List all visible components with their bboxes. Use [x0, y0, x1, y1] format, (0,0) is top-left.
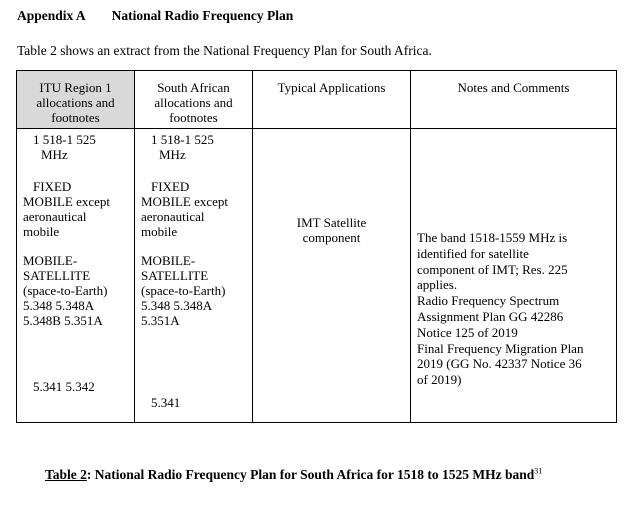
sa-mobile-satellite: MOBILE- SATELLITE (space-to-Earth) 5.348… [141, 253, 250, 328]
typical-application: IMT Satellite component [253, 215, 410, 245]
notes-text: The band 1518-1559 MHz is identified for… [417, 230, 612, 388]
header-line: South African [157, 80, 230, 95]
band-range: 1 518-1 525 [33, 132, 96, 147]
allocation-line: 5.351A [141, 313, 180, 328]
applications-cell: IMT Satellite component [252, 128, 411, 423]
appendix-label: Appendix A [17, 8, 86, 23]
itu-allocations: FIXED MOBILE except aeronautical mobile [23, 179, 132, 239]
header-line: ITU Region 1 [39, 80, 112, 95]
allocation-line: SATELLITE [141, 268, 209, 283]
header-notes-comments: Notes and Comments [410, 70, 617, 129]
caption-label: Table 2 [45, 467, 87, 482]
application-line: IMT Satellite [296, 215, 367, 230]
sa-allocations-cell: 1 518-1 525 MHz FIXED MOBILE except aero… [134, 128, 253, 423]
allocation-line: 5.348 5.348A [23, 298, 95, 313]
sa-allocations: FIXED MOBILE except aeronautical mobile [141, 179, 250, 239]
header-line: allocations and [36, 95, 115, 110]
allocation-line: SATELLITE [23, 268, 91, 283]
caption-text: : National Radio Frequency Plan for Sout… [86, 467, 535, 482]
application-line: component [302, 230, 361, 245]
header-line: footnotes [169, 110, 218, 125]
allocation-line: MOBILE- [23, 253, 78, 268]
header-line: allocations and [154, 95, 233, 110]
allocation-line: 5.348 5.348A [141, 298, 213, 313]
allocation-fixed: FIXED [33, 179, 72, 194]
itu-allocations-cell: 1 518-1 525 MHz FIXED MOBILE except aero… [16, 128, 135, 423]
notes-line: Notice 125 of 2019 [417, 324, 518, 340]
table-caption: Table 2: National Radio Frequency Plan f… [45, 467, 542, 483]
allocation-line: MOBILE- [141, 253, 196, 268]
band-range: 1 518-1 525 [151, 132, 214, 147]
notes-line: component of IMT; Res. 225 [417, 261, 568, 277]
band-unit: MHz [41, 147, 68, 162]
itu-mobile-satellite: MOBILE- SATELLITE (space-to-Earth) 5.348… [23, 253, 132, 328]
allocation-fixed: FIXED [151, 179, 190, 194]
appendix-heading: Appendix A National Radio Frequency Plan [17, 8, 293, 24]
notes-line: The band 1518-1559 MHz is [417, 230, 568, 245]
notes-line: 2019 (GG No. 42337 Notice 36 [417, 356, 582, 372]
allocation-mobile: aeronautical [141, 209, 205, 224]
allocation-mobile: mobile [141, 224, 178, 239]
band-unit: MHz [159, 147, 186, 162]
intro-paragraph: Table 2 shows an extract from the Nation… [17, 43, 432, 58]
caption-footnote-ref: 31 [534, 466, 543, 476]
allocation-line: 5.348B 5.351A [23, 313, 103, 328]
allocation-mobile: MOBILE except [23, 194, 111, 209]
notes-line: Assignment Plan GG 42286 [417, 308, 564, 324]
frequency-plan-table: ITU Region 1 allocations and footnotes S… [16, 70, 617, 423]
notes-line: Final Frequency Migration Plan [417, 340, 584, 356]
header-line: footnotes [51, 110, 100, 125]
notes-line: of 2019) [417, 372, 462, 388]
itu-band: 1 518-1 525 MHz [23, 132, 132, 162]
notes-line: applies. [417, 277, 458, 293]
allocation-mobile: mobile [23, 224, 60, 239]
allocation-mobile: aeronautical [23, 209, 87, 224]
notes-line: identified for satellite [417, 245, 529, 261]
notes-cell: The band 1518-1559 MHz is identified for… [410, 128, 617, 423]
header-south-african: South African allocations and footnotes [134, 70, 253, 129]
header-line: Notes and Comments [457, 80, 570, 95]
notes-line: Radio Frequency Spectrum [417, 293, 560, 309]
table-row: 1 518-1 525 MHz FIXED MOBILE except aero… [16, 128, 617, 423]
appendix-title: National Radio Frequency Plan [111, 8, 294, 23]
table-header-row: ITU Region 1 allocations and footnotes S… [16, 70, 617, 129]
sa-footnote: 5.341 [151, 395, 181, 410]
allocation-line: (space-to-Earth) [141, 283, 226, 298]
allocation-mobile: MOBILE except [141, 194, 229, 209]
header-itu-region: ITU Region 1 allocations and footnotes [16, 70, 135, 129]
itu-footnote: 5.341 5.342 [33, 379, 95, 394]
allocation-line: (space-to-Earth) [23, 283, 108, 298]
header-line: Typical Applications [277, 80, 386, 95]
header-typical-applications: Typical Applications [252, 70, 411, 129]
sa-band: 1 518-1 525 MHz [141, 132, 250, 162]
